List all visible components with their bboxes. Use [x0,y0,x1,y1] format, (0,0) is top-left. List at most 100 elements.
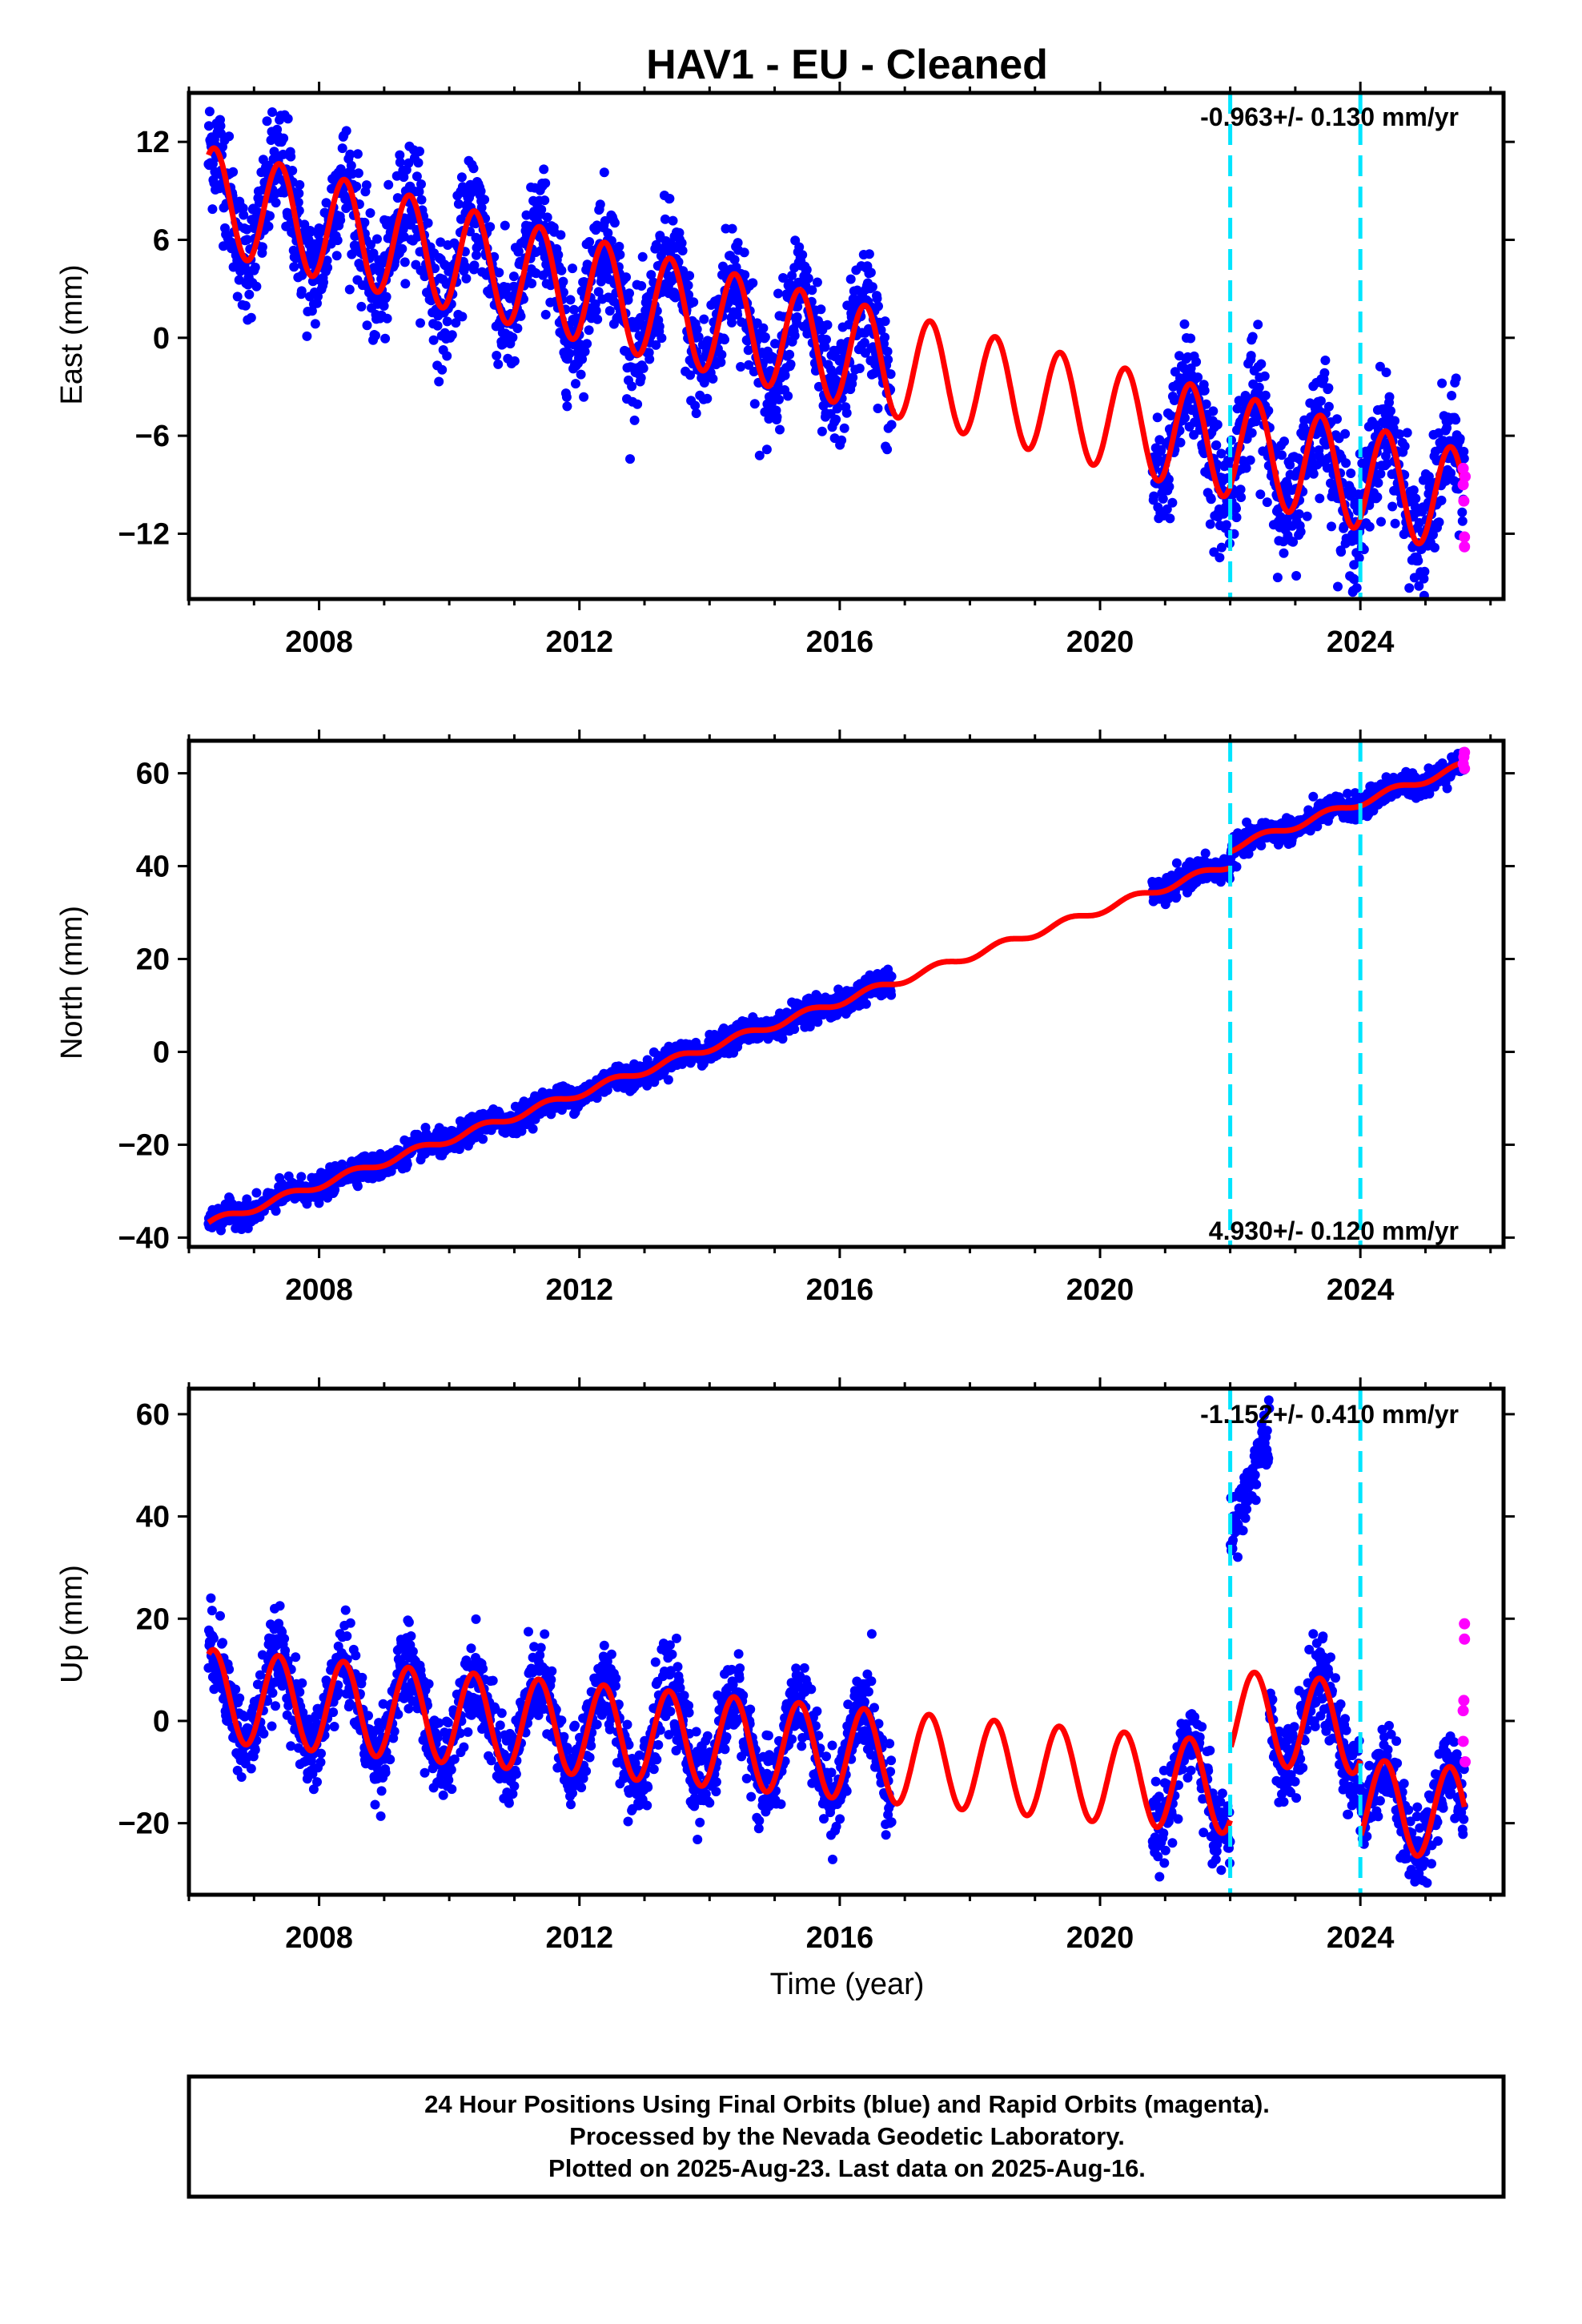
east-final-point [397,243,408,254]
east-final-point [1186,333,1196,344]
east-final-point [1437,378,1447,388]
east-final-point [1295,527,1306,537]
east-final-point [1175,437,1186,448]
east-final-point [1208,406,1219,416]
east-final-point [1302,511,1312,521]
east-final-point [591,305,601,316]
east-final-point [287,166,298,175]
east-final-point [395,157,405,167]
east-final-point [801,264,812,275]
east-final-point [624,288,634,299]
east-final-point [882,346,893,356]
east-final-point [749,399,760,409]
east-rapid-point [1459,531,1471,543]
east-final-point [203,121,214,131]
east-final-point [1245,455,1255,465]
east-final-point [854,364,865,373]
east-final-point [789,331,800,341]
north-final-point [271,1206,281,1216]
east-final-point [886,420,897,430]
east-final-point [733,238,743,248]
east-final-point [760,332,770,342]
east-final-point [629,415,640,425]
east-final-point [865,267,876,278]
east-final-point [296,286,307,296]
east-final-point [599,167,609,178]
east-final-point [772,412,782,422]
east-final-point [1384,392,1395,402]
east-final-point [593,287,604,297]
east-final-point [803,273,813,283]
east-final-point [1346,468,1356,478]
east-final-point [1390,416,1400,426]
north-final-point [352,1181,363,1192]
east-final-point [257,242,267,252]
east-final-point [636,372,646,383]
east-final-point [708,374,718,384]
east-final-point [1247,332,1258,342]
east-rapid-point [1460,471,1472,483]
east-final-point [434,376,444,387]
east-final-point [395,150,405,160]
east-final-point [536,204,547,215]
east-final-point [571,379,580,389]
east-final-point [331,251,342,261]
north-final-point [777,1034,788,1044]
north-final-point [1308,791,1319,802]
east-final-point [246,312,256,323]
east-final-point [1279,548,1289,558]
east-final-point [416,318,425,328]
east-final-point [1315,396,1326,406]
east-final-point [207,204,218,215]
east-final-point [1221,520,1231,530]
east-final-point [812,277,822,287]
east-final-point [416,179,426,189]
east-final-point [460,262,471,272]
east-final-point [351,181,362,191]
east-final-point [380,333,391,344]
east-final-point [644,354,655,364]
east-final-point [691,408,701,419]
east-final-point [1387,501,1398,512]
east-final-point [841,408,852,418]
east-rapid-points [1457,462,1472,553]
east-final-point [361,180,371,191]
east-final-point [1158,493,1168,504]
north-final-point [789,1024,800,1035]
east-final-point [379,301,389,311]
east-final-point [368,248,379,259]
east-final-point [615,250,625,259]
east-final-point [683,280,693,291]
east-final-point [1364,521,1375,532]
east-final-point [592,314,603,324]
north-final-point [528,1124,538,1134]
east-final-point [1447,391,1457,400]
east-y-tick-label: −12 [118,517,170,551]
east-final-point [665,194,675,203]
east-final-point [1294,509,1304,519]
east-final-point [345,149,355,159]
east-final-point [569,304,579,315]
east-final-point [286,151,296,162]
east-final-point [539,164,549,175]
east-final-point [604,306,615,316]
east-final-point [299,219,310,230]
east-final-point [558,276,568,287]
east-final-point [447,330,457,340]
east-final-point [1333,581,1343,592]
east-final-point [636,281,647,291]
east-final-point [289,262,299,272]
east-final-point [219,241,228,251]
east-final-point [416,195,427,205]
east-final-point [310,319,320,329]
east-final-point [1291,571,1302,581]
east-final-point [668,215,678,226]
east-x-tick-label: 2012 [545,625,613,659]
east-final-point [1404,583,1415,593]
east-final-point [283,114,293,124]
east-final-point [1215,553,1225,563]
east-final-point [1457,516,1468,526]
east-final-point [1231,504,1241,513]
east-final-point [493,359,504,369]
east-final-point [556,265,567,275]
